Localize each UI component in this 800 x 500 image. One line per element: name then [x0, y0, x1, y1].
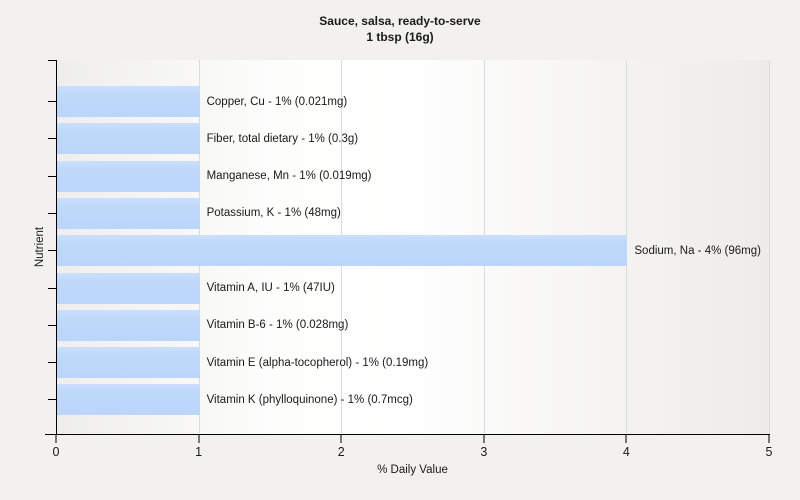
y-axis-tick — [48, 324, 56, 326]
y-axis-tick — [48, 287, 56, 289]
x-tick-label: 4 — [622, 445, 630, 459]
bar-vitamin-k — [57, 384, 200, 416]
x-tick-label: 5 — [765, 445, 773, 459]
x-tick-label: 0 — [52, 445, 60, 459]
bar-label: Sodium, Na - 4% (96mg) — [634, 244, 761, 257]
x-tick-mark — [55, 435, 57, 443]
bar-label: Vitamin B-6 - 1% (0.028mg) — [206, 319, 349, 332]
bar-manganese — [57, 160, 200, 192]
x-tick-mark — [198, 435, 200, 443]
bar-row: Copper, Cu - 1% (0.021mg) — [48, 86, 770, 117]
chart-subtitle: 1 tbsp (16g) — [366, 30, 434, 44]
bar-label: Fiber, total dietary - 1% (0.3g) — [206, 132, 359, 145]
y-axis-tick — [48, 399, 56, 401]
bar-label: Copper, Cu - 1% (0.021mg) — [206, 95, 348, 108]
bar-vitamin-e — [57, 347, 200, 379]
bar-row: Fiber, total dietary - 1% (0.3g) — [48, 123, 770, 155]
bar-row: Vitamin A, IU - 1% (47IU) — [48, 272, 770, 304]
plot-area: Copper, Cu - 1% (0.021mg) Fiber, total d… — [48, 60, 770, 435]
x-tick-mark — [768, 435, 770, 443]
y-axis-tick — [48, 101, 56, 102]
x-axis-left-extension — [45, 434, 56, 435]
bar-row: Sodium, Na - 4% (96mg) — [48, 235, 770, 267]
y-axis-tick — [48, 175, 56, 177]
x-tick-mark — [340, 435, 342, 443]
x-tick-label: 2 — [337, 445, 345, 459]
y-axis-tick — [48, 138, 56, 140]
x-tick-mark — [625, 435, 627, 443]
bar-label: Manganese, Mn - 1% (0.019mg) — [206, 170, 372, 183]
gridline — [769, 60, 770, 434]
bar-label: Vitamin K (phylloquinone) - 1% (0.7mcg) — [206, 393, 413, 406]
bar-row: Vitamin B-6 - 1% (0.028mg) — [48, 309, 770, 341]
bar-label: Potassium, K - 1% (48mg) — [206, 207, 341, 220]
bar-potassium — [57, 197, 200, 229]
y-axis-tick — [48, 212, 56, 214]
bar-row: Potassium, K - 1% (48mg) — [48, 197, 770, 229]
bar-copper — [57, 86, 200, 117]
bar-row: Manganese, Mn - 1% (0.019mg) — [48, 160, 770, 192]
x-tick-mark — [483, 435, 485, 443]
x-axis-title: % Daily Value — [377, 464, 448, 476]
chart-header: Sauce, salsa, ready-to-serve 1 tbsp (16g… — [0, 13, 800, 45]
bar-vitamin-b6 — [57, 309, 200, 341]
y-axis-tick — [48, 362, 56, 364]
bar-sodium — [57, 235, 628, 267]
x-tick-label: 3 — [480, 445, 488, 459]
bar-fiber — [57, 123, 200, 155]
bar-label: Vitamin A, IU - 1% (47IU) — [206, 282, 335, 294]
y-axis-top-tick — [48, 60, 56, 61]
chart-title: Sauce, salsa, ready-to-serve — [319, 14, 481, 28]
y-axis-title: Nutrient — [34, 226, 46, 268]
bar-label: Vitamin E (alpha-tocopherol) - 1% (0.19m… — [206, 356, 429, 369]
bar-vitamin-a — [57, 272, 200, 304]
x-tick-label: 1 — [195, 445, 203, 459]
bar-row: Vitamin E (alpha-tocopherol) - 1% (0.19m… — [48, 347, 770, 379]
y-axis-tick — [48, 250, 56, 252]
bar-row: Vitamin K (phylloquinone) - 1% (0.7mcg) — [48, 384, 770, 416]
